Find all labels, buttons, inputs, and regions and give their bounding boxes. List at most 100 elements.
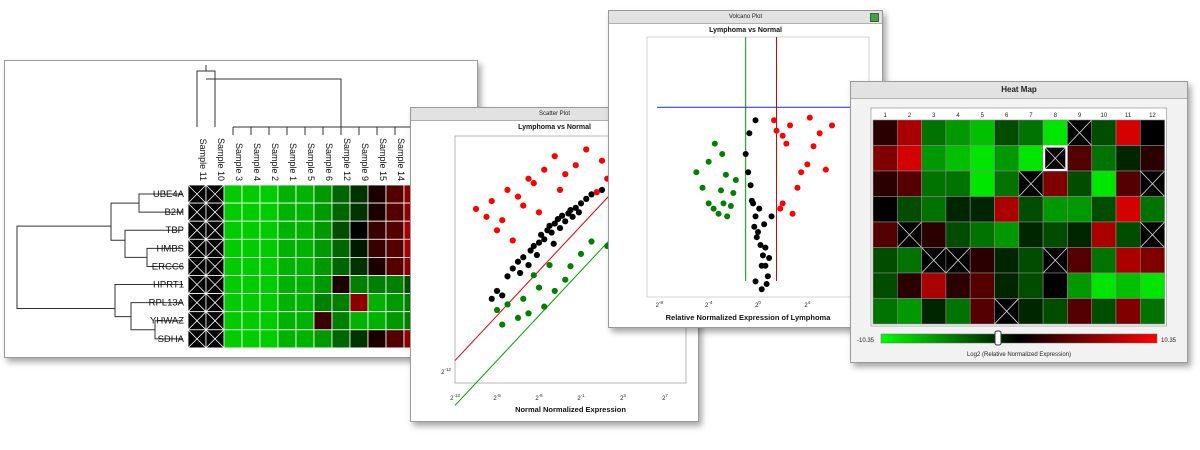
volcano-plot-window-button[interactable] [870,13,879,22]
x-axis-label: Relative Normalized Expression of Lympho… [666,313,832,322]
heat-map-cell[interactable] [945,298,971,325]
heat-map-cell[interactable] [1091,247,1117,274]
heat-map-cell[interactable] [1042,196,1068,223]
heat-map-cell[interactable] [1067,170,1092,197]
heat-map-cell[interactable] [921,145,947,172]
heat-map-cell[interactable] [1091,298,1117,325]
heat-map-cell[interactable] [896,119,922,146]
sample-label: Sample 5 [306,143,316,181]
heat-map-cell[interactable] [1115,145,1141,172]
heat-map-cell[interactable] [1067,196,1092,223]
heat-map-cell[interactable] [969,170,995,197]
heat-map-cell[interactable] [994,170,1020,197]
heat-map-cell[interactable] [1042,221,1068,248]
heat-map-cell[interactable] [994,119,1020,146]
heat-map-cell[interactable] [1091,119,1117,146]
heat-map-cell[interactable] [994,272,1020,299]
heat-map-cell[interactable] [969,221,995,248]
heat-map-cell[interactable] [1018,145,1044,172]
heat-map-cell[interactable] [872,196,898,223]
heat-map-cell[interactable] [1067,247,1092,274]
heat-map-cell[interactable] [1115,119,1141,146]
heat-map-cell[interactable] [994,145,1020,172]
scatter-point [530,180,537,187]
heat-map-cell[interactable] [1042,170,1068,197]
heat-map-cell[interactable] [872,247,898,274]
heat-map-cell[interactable] [872,298,898,325]
heat-map-cell[interactable] [1018,119,1044,146]
heat-map-cell[interactable] [921,119,947,146]
heat-map-cell[interactable] [872,170,898,197]
heat-map-cell[interactable] [921,221,947,248]
heat-map-cell[interactable] [1018,221,1044,248]
heat-map-cell[interactable] [945,272,971,299]
heat-map-cell[interactable] [969,298,995,325]
heat-map-cell[interactable] [1091,221,1117,248]
heat-map-cell[interactable] [896,145,922,172]
heat-map-cell[interactable] [1091,196,1117,223]
heat-map-cell[interactable] [1091,145,1117,172]
heat-map-cell[interactable] [1139,247,1165,274]
heat-map-cell[interactable] [994,196,1020,223]
heat-map-cell[interactable] [921,170,947,197]
heat-map-cell[interactable] [945,170,971,197]
heatmap-cell [277,275,297,295]
heat-map-cell[interactable] [1115,298,1141,325]
heat-map-cell[interactable] [1018,196,1044,223]
heat-map-cell[interactable] [969,196,995,223]
heat-map-cell[interactable] [1139,196,1165,223]
heat-map-selected-cell[interactable] [1043,145,1068,172]
heat-map-cell[interactable] [1139,272,1165,299]
heat-map-cell[interactable] [1018,272,1044,299]
heat-map-cell[interactable] [1018,298,1044,325]
heat-map-cell[interactable] [1067,221,1092,248]
heat-map-cell[interactable] [921,196,947,223]
heat-map-cell[interactable] [896,247,922,274]
heatmap-cell-cross [205,293,225,312]
heat-map-column-label: 7 [1029,113,1033,119]
heat-map-cell[interactable] [921,298,947,325]
heat-map-cell[interactable] [872,145,898,172]
heat-map-cell[interactable] [872,119,898,146]
heat-map-cell[interactable] [1139,145,1165,172]
heat-map-cell[interactable] [945,221,971,248]
heat-map-cell[interactable] [1067,298,1092,325]
heat-map-cell[interactable] [1067,145,1092,172]
color-scale-slider[interactable] [994,330,1002,346]
heat-map-cell[interactable] [1139,119,1165,146]
heat-map-cell[interactable] [945,145,971,172]
heat-map-cell[interactable] [1115,247,1141,274]
heat-map-cell[interactable] [1091,170,1117,197]
heat-map-cell[interactable] [921,272,947,299]
heat-map-cell[interactable] [1115,272,1141,299]
heat-map-cell[interactable] [994,221,1020,248]
heat-map-cell[interactable] [872,221,898,248]
heat-map-cell[interactable] [872,272,898,299]
heat-map-cell[interactable] [1115,170,1141,197]
heat-map-cell[interactable] [896,170,922,197]
heat-map-cell[interactable] [994,247,1020,274]
heat-map-cell[interactable] [969,145,995,172]
heat-map-cell[interactable] [969,272,995,299]
heatmap-cell-cross [205,184,225,204]
volcano-point [763,281,770,287]
heat-map-cell[interactable] [1042,298,1068,325]
heat-map-cell[interactable] [1115,196,1141,223]
heat-map-cell[interactable] [945,196,971,223]
heat-map-cell[interactable] [1042,119,1068,146]
color-scale-label: Log2 (Relative Normalized Expression) [967,352,1071,358]
heat-map-cell[interactable] [896,298,922,325]
heat-map-cell[interactable] [945,119,971,146]
heat-map-cell[interactable] [896,196,922,223]
heat-map-cell[interactable] [896,272,922,299]
heat-map-cell[interactable] [1067,272,1092,299]
heat-map-cell[interactable] [969,119,995,146]
heat-map-cell[interactable] [969,247,995,274]
scatter-point [514,193,522,200]
heat-map-cell[interactable] [1115,221,1141,248]
heat-map-cell[interactable] [1091,272,1117,299]
heatmap-cell [277,238,297,258]
heat-map-cell[interactable] [1139,298,1165,325]
heat-map-cell[interactable] [1018,247,1044,274]
heat-map-cell[interactable] [1042,272,1068,299]
